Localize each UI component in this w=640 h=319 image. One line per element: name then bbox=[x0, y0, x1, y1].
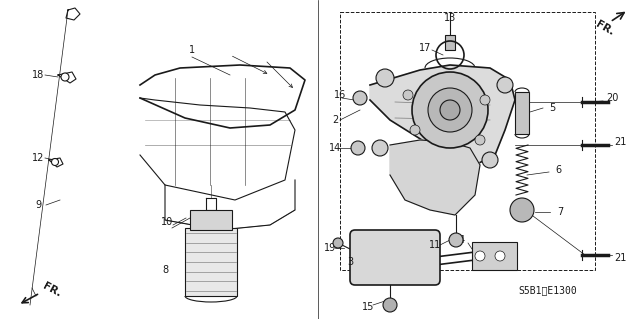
Circle shape bbox=[372, 140, 388, 156]
Circle shape bbox=[412, 72, 488, 148]
Text: S5B1－E1300: S5B1－E1300 bbox=[518, 285, 577, 295]
Circle shape bbox=[497, 77, 513, 93]
Text: 19: 19 bbox=[324, 243, 336, 253]
Circle shape bbox=[403, 90, 413, 100]
Text: 2: 2 bbox=[332, 115, 338, 125]
Polygon shape bbox=[370, 65, 515, 165]
Text: 15: 15 bbox=[362, 302, 374, 312]
Polygon shape bbox=[390, 140, 480, 215]
Text: 10: 10 bbox=[161, 217, 173, 227]
Text: 18: 18 bbox=[32, 70, 44, 80]
Circle shape bbox=[449, 233, 463, 247]
Circle shape bbox=[428, 88, 472, 132]
Text: 20: 20 bbox=[606, 93, 618, 103]
Circle shape bbox=[61, 73, 69, 81]
Text: 14: 14 bbox=[329, 143, 341, 153]
Text: 21: 21 bbox=[614, 253, 626, 263]
Text: FR.: FR. bbox=[41, 281, 63, 299]
Text: 5: 5 bbox=[549, 103, 555, 113]
Text: 1: 1 bbox=[189, 45, 195, 55]
Text: 12: 12 bbox=[32, 153, 44, 163]
Circle shape bbox=[475, 251, 485, 261]
Circle shape bbox=[351, 141, 365, 155]
Text: 3: 3 bbox=[347, 257, 353, 267]
Text: 16: 16 bbox=[334, 90, 346, 100]
Circle shape bbox=[510, 198, 534, 222]
Text: 13: 13 bbox=[444, 13, 456, 23]
Bar bbox=[515, 92, 529, 134]
Circle shape bbox=[51, 159, 58, 166]
Circle shape bbox=[353, 91, 367, 105]
Circle shape bbox=[440, 100, 460, 120]
Text: 21: 21 bbox=[614, 137, 626, 147]
Text: 8: 8 bbox=[162, 265, 168, 275]
Text: 9: 9 bbox=[35, 200, 41, 210]
Circle shape bbox=[495, 251, 505, 261]
Circle shape bbox=[475, 135, 485, 145]
Bar bbox=[340, 12, 595, 270]
Text: 7: 7 bbox=[557, 207, 563, 217]
Circle shape bbox=[383, 298, 397, 312]
Bar bbox=[472, 242, 517, 270]
FancyBboxPatch shape bbox=[350, 230, 440, 285]
Bar bbox=[185, 228, 237, 296]
Circle shape bbox=[376, 69, 394, 87]
Circle shape bbox=[410, 125, 420, 135]
Text: 6: 6 bbox=[555, 165, 561, 175]
Circle shape bbox=[333, 238, 343, 248]
Text: FR.: FR. bbox=[594, 19, 616, 37]
Circle shape bbox=[482, 152, 498, 168]
Text: 11: 11 bbox=[429, 240, 441, 250]
Text: 17: 17 bbox=[419, 43, 431, 53]
Bar bbox=[445, 35, 455, 50]
Text: 4: 4 bbox=[459, 235, 465, 245]
Bar bbox=[190, 210, 232, 230]
Circle shape bbox=[480, 95, 490, 105]
